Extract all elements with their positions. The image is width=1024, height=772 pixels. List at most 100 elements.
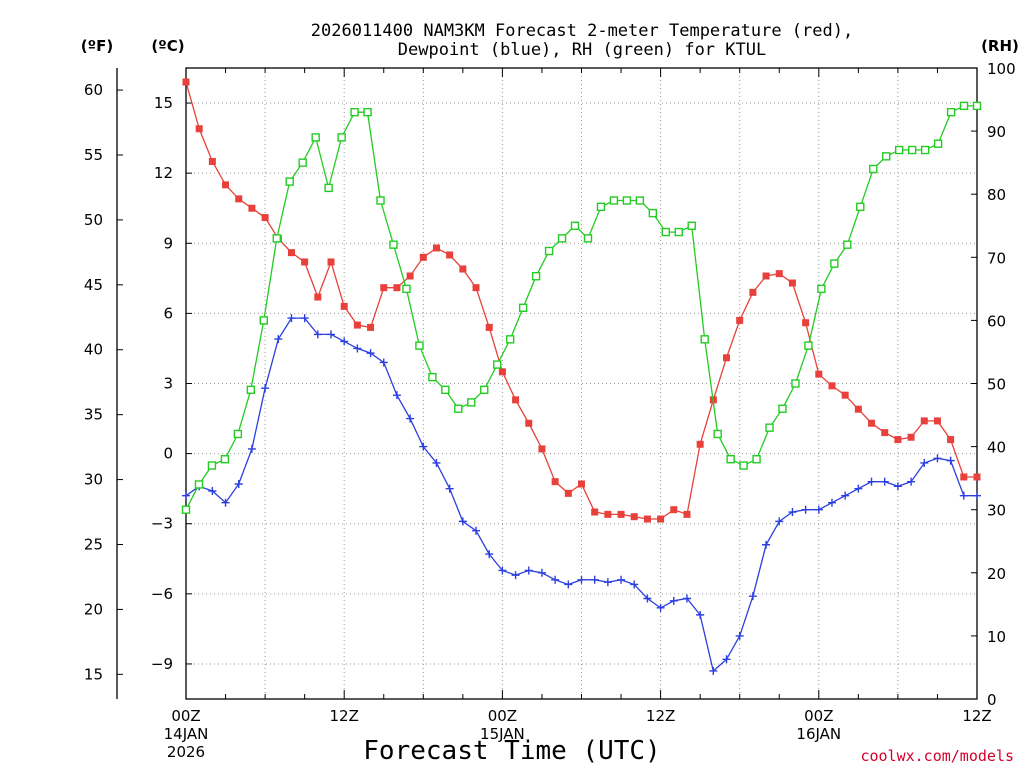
- dewpoint-point: [709, 666, 718, 675]
- dewpoint-series: [182, 314, 981, 675]
- rh-tick-label: 0: [987, 691, 997, 709]
- rh-tick-label: 70: [987, 249, 1006, 267]
- dewpoint-point: [696, 610, 705, 619]
- dewpoint-point: [472, 526, 481, 535]
- rh-tick-label: 90: [987, 123, 1006, 141]
- 2-meter-temperature-point: [380, 284, 388, 292]
- dewpoint-point: [366, 349, 375, 358]
- dewpoint-point: [617, 575, 626, 584]
- 2-meter-temperature-point: [920, 417, 928, 425]
- celsius-tick-label: −9: [151, 655, 173, 673]
- dewpoint-point: [643, 594, 652, 603]
- chart-title: 2026011400 NAM3KM Forecast 2-meter Tempe…: [311, 21, 853, 60]
- rh-tick-label: 40: [987, 439, 1006, 457]
- rh-point: [207, 461, 217, 470]
- dewpoint-line: [185, 317, 977, 673]
- dewpoint-point: [841, 491, 850, 500]
- rh-point: [298, 158, 307, 167]
- fahrenheit-tick-label: 15: [84, 665, 103, 683]
- dewpoint-point: [788, 508, 797, 517]
- 2-meter-temperature-point: [367, 323, 375, 331]
- celsius-tick-label: 3: [163, 375, 173, 393]
- x-tick-label: 00Z: [804, 707, 833, 725]
- 2-meter-temperature-point: [472, 284, 480, 292]
- dewpoint-point: [748, 592, 757, 601]
- 2-meter-temperature-point: [578, 480, 585, 488]
- dewpoint-point: [313, 330, 322, 339]
- dewpoint-point: [920, 458, 929, 467]
- dewpoint-point: [419, 442, 428, 451]
- rh-point: [454, 404, 463, 413]
- dewpoint-point: [959, 491, 968, 500]
- 2-meter-temperature-point: [604, 510, 612, 518]
- 2-meter-temperature-point: [749, 288, 757, 296]
- fahrenheit-tick-label: 45: [84, 276, 103, 294]
- 2-meter-temperature-point: [314, 293, 322, 301]
- rh-point: [804, 341, 813, 350]
- 2-meter-temperature-point: [960, 473, 968, 481]
- 2-meter-temperature-point: [419, 253, 427, 261]
- rh-point: [557, 234, 567, 243]
- dewpoint-point: [682, 594, 691, 603]
- rh-point: [622, 196, 632, 205]
- 2-meter-temperature-point: [432, 244, 440, 252]
- rh-unit-label: (RH): [981, 37, 1019, 55]
- fahrenheit-tick-label: 30: [84, 471, 103, 489]
- 2-meter-temperature-point: [788, 279, 796, 287]
- 2-meter-temperature-point: [551, 478, 559, 486]
- dewpoint-point: [274, 335, 283, 344]
- rh-point: [830, 259, 839, 268]
- rh-point: [920, 145, 930, 155]
- rh-point: [194, 480, 204, 489]
- dewpoint-point: [234, 479, 243, 488]
- rh-point: [428, 372, 437, 382]
- 2-meter-temperature-point: [485, 323, 493, 331]
- 2-meter-temperature-point: [973, 473, 981, 481]
- celsius-tick-label: 6: [163, 304, 173, 322]
- dewpoint-point: [669, 596, 678, 605]
- 2-meter-temperature-point: [670, 506, 678, 514]
- fahrenheit-tick-label: 60: [84, 81, 103, 99]
- rh-point: [311, 133, 320, 142]
- x-tick-date-label: 15JAN: [480, 725, 525, 743]
- rh-point: [363, 107, 372, 117]
- 2-meter-temperature-point: [617, 510, 625, 518]
- dewpoint-point: [801, 505, 810, 514]
- 2-meter-temperature-point: [841, 391, 849, 399]
- 2-meter-temperature-point: [287, 249, 295, 257]
- dewpoint-point: [208, 487, 217, 496]
- series-layer: [181, 78, 982, 675]
- rh-point: [544, 246, 554, 256]
- celsius-tick-label: −3: [151, 515, 173, 533]
- dewpoint-point: [485, 550, 494, 559]
- dewpoint-point: [524, 566, 533, 575]
- dewpoint-point: [564, 580, 573, 589]
- x-tick-date-label: 14JAN: [164, 725, 209, 743]
- 2-meter-temperature-point: [630, 513, 638, 521]
- rh-point: [259, 316, 269, 325]
- rh-point: [700, 335, 709, 344]
- dewpoint-point: [814, 505, 823, 514]
- rh-point: [687, 221, 696, 230]
- dewpoint-point: [775, 517, 784, 526]
- rh-point: [493, 360, 502, 369]
- rh-point: [778, 404, 787, 413]
- 2-meter-temperature-point: [933, 417, 941, 425]
- 2-meter-temperature-point: [854, 405, 862, 413]
- 2-meter-temperature-point: [222, 181, 230, 189]
- rh-point: [285, 177, 294, 186]
- dewpoint-point: [182, 491, 190, 500]
- dewpoint-point: [406, 414, 415, 423]
- rh-point: [480, 385, 489, 395]
- dewpoint-point: [445, 484, 454, 493]
- rh-point: [752, 455, 761, 464]
- 2-meter-temperature-point: [393, 284, 401, 292]
- chart-title-line1: 2026011400 NAM3KM Forecast 2-meter Tempe…: [311, 21, 853, 41]
- rh-tick-label: 100: [987, 60, 1016, 78]
- rh-point: [518, 303, 528, 312]
- rh-point: [959, 101, 969, 111]
- celsius-tick-label: 15: [154, 94, 173, 112]
- 2-meter-temperature-point: [564, 489, 572, 497]
- 2-meter-temperature-point: [446, 251, 454, 259]
- 2-meter-temperature-point: [683, 510, 691, 518]
